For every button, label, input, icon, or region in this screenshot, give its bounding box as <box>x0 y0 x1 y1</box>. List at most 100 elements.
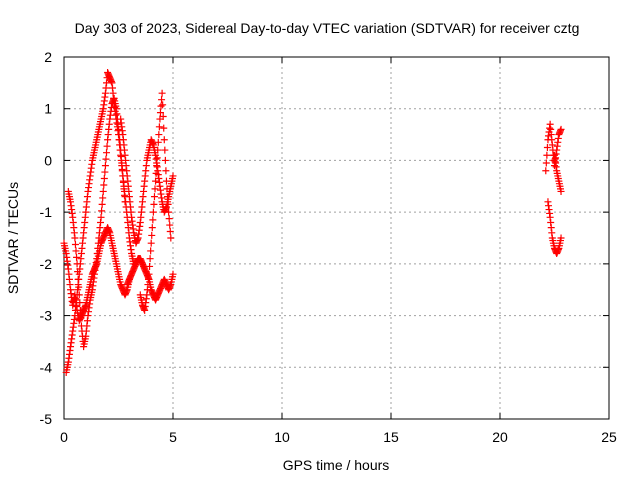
data-point <box>120 185 128 193</box>
data-point <box>71 240 79 248</box>
series-track-h <box>544 198 565 258</box>
data-point <box>73 260 81 268</box>
data-point <box>162 177 170 185</box>
data-point <box>167 234 175 242</box>
data-point <box>152 169 160 177</box>
series-track-e <box>117 115 177 247</box>
data-point <box>158 96 166 104</box>
data-point <box>165 215 173 223</box>
data-point <box>72 247 80 255</box>
data-point <box>103 142 111 150</box>
data-point <box>154 138 162 146</box>
data-point <box>543 144 551 151</box>
data-point <box>164 200 172 208</box>
data-point <box>160 136 168 144</box>
data-point <box>100 175 108 183</box>
data-point <box>169 270 177 278</box>
data-point <box>99 187 107 195</box>
data-point <box>155 131 163 139</box>
x-tick-label: 15 <box>383 429 399 445</box>
data-point <box>76 306 84 314</box>
data-point <box>101 168 109 176</box>
data-point <box>542 167 550 175</box>
data-point <box>152 177 160 185</box>
x-tick-label: 0 <box>60 429 68 445</box>
data-points <box>60 69 565 376</box>
data-point <box>77 314 85 322</box>
data-point <box>101 162 109 170</box>
data-point <box>76 299 84 307</box>
data-point <box>148 224 156 232</box>
series-track-d <box>123 255 177 304</box>
data-point <box>97 213 105 221</box>
data-point <box>71 234 79 242</box>
data-point <box>153 162 161 170</box>
data-point <box>161 156 169 164</box>
data-point <box>75 291 83 299</box>
series-track-f <box>136 89 175 314</box>
data-point <box>148 231 156 239</box>
data-point <box>149 208 157 216</box>
data-point <box>166 228 174 236</box>
data-point <box>119 178 127 186</box>
y-tick-label: 2 <box>44 49 52 65</box>
data-point <box>557 125 565 133</box>
data-point <box>158 89 166 97</box>
data-point <box>145 270 153 278</box>
y-axis-label: SDTVAR / TECUs <box>5 182 21 294</box>
data-point <box>160 124 168 132</box>
data-point <box>98 207 106 215</box>
series-track-i <box>551 151 565 195</box>
data-point <box>74 268 82 276</box>
data-point <box>151 185 159 193</box>
data-point <box>161 146 169 154</box>
data-point <box>147 247 155 255</box>
data-point <box>120 191 128 199</box>
x-tick-label: 5 <box>169 429 177 445</box>
x-tick-labels: 0 5 10 15 20 25 <box>60 429 617 445</box>
data-point <box>118 159 126 167</box>
y-tick-label: 1 <box>44 101 52 117</box>
data-point <box>156 109 164 117</box>
data-point <box>150 193 158 201</box>
data-point <box>146 255 154 263</box>
data-point <box>159 112 167 120</box>
plot-frame <box>63 56 610 420</box>
data-point <box>162 167 170 175</box>
data-point <box>164 193 172 201</box>
series-track-g <box>542 120 565 175</box>
data-point <box>543 151 551 159</box>
data-point <box>166 221 174 229</box>
y-tick-label: -2 <box>40 256 53 272</box>
data-point <box>155 123 163 131</box>
data-point <box>557 187 565 195</box>
data-point <box>75 283 83 291</box>
data-point <box>150 200 158 208</box>
y-tick-label: -3 <box>40 308 53 324</box>
data-point <box>157 102 165 110</box>
data-point <box>117 153 125 161</box>
data-point <box>100 181 108 189</box>
data-point <box>98 200 106 208</box>
grid-lines <box>64 57 609 419</box>
y-tick-label: -1 <box>40 204 53 220</box>
data-point <box>146 262 154 270</box>
data-point <box>74 275 82 283</box>
x-axis-label: GPS time / hours <box>283 457 390 473</box>
axis-ticks <box>63 56 610 420</box>
data-point <box>73 253 81 261</box>
series-track-c <box>64 94 129 351</box>
data-point <box>147 239 155 247</box>
data-point <box>163 185 171 193</box>
data-point <box>159 101 167 109</box>
x-tick-label: 20 <box>492 429 508 445</box>
data-point <box>542 159 550 167</box>
data-point <box>153 154 161 162</box>
data-point <box>149 216 157 224</box>
y-tick-label: -5 <box>40 411 53 427</box>
data-point <box>103 149 111 157</box>
data-point <box>102 155 110 163</box>
chart-title: Day 303 of 2023, Sidereal Day-to-day VTE… <box>75 20 580 36</box>
data-point <box>118 165 126 173</box>
